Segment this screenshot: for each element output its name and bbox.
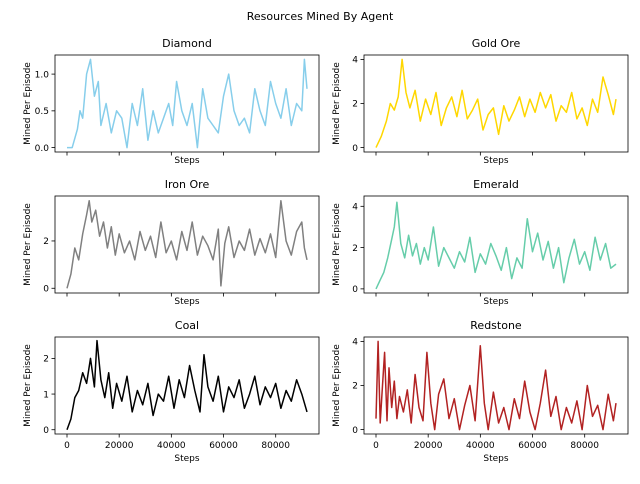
y-axis-label: Mined Per Episode	[332, 62, 342, 145]
x-axis-label: Steps	[174, 454, 199, 464]
y-tick-label: 0	[43, 284, 49, 294]
axes-frame	[54, 336, 320, 435]
x-tick-label: 60000	[209, 441, 238, 451]
subplot-coal: 0 20000 40000 60000 80000 0 1 2 Coal Steps Mined P…	[23, 319, 320, 464]
y-tick-label: 2	[352, 382, 358, 392]
y-tick-label: 1	[43, 390, 49, 400]
series-line	[375, 201, 617, 290]
x-axis-label: Steps	[483, 454, 508, 464]
series-line	[66, 199, 308, 289]
y-axis-label: Mined Per Episode	[23, 344, 33, 427]
subplot-title: Diamond	[162, 37, 212, 50]
axes-frame	[363, 195, 629, 294]
x-tick-label: 20000	[414, 441, 443, 451]
x-tick-label: 20000	[105, 441, 134, 451]
x-axis-label: Steps	[174, 297, 199, 307]
y-tick-label: 0	[352, 426, 358, 436]
y-tick-label: 0	[43, 426, 49, 436]
y-tick-label: 4	[352, 338, 358, 348]
x-tick-label: 60000	[518, 441, 547, 451]
y-axis-label: Mined Per Episode	[23, 62, 33, 145]
y-tick-label: 1.0	[35, 70, 50, 80]
subplot-title: Gold Ore	[472, 37, 521, 50]
x-tick-label: 0	[64, 441, 70, 451]
y-axis-label: Mined Per Episode	[23, 203, 33, 286]
x-axis-label: Steps	[174, 156, 199, 166]
y-tick-label: 2	[43, 237, 49, 247]
subplot-emerald: 0 2 4 Emerald Steps Mined Per Episode	[332, 178, 629, 307]
x-tick-label: 40000	[157, 441, 186, 451]
subplot-gold-ore: 0 2 4 Gold Ore Steps Mined Per Episode	[332, 37, 629, 166]
axes-frame	[363, 336, 629, 435]
x-tick-label: 80000	[570, 441, 599, 451]
subplot-title: Iron Ore	[165, 178, 210, 191]
x-tick-label: 80000	[261, 441, 290, 451]
y-tick-label: 2	[43, 355, 49, 365]
y-tick-label: 4	[352, 56, 358, 66]
y-tick-label: 4	[352, 203, 358, 213]
y-axis-label: Mined Per Episode	[332, 344, 342, 427]
axes-frame	[54, 54, 320, 153]
subplot-title: Redstone	[470, 319, 522, 332]
series-line	[66, 339, 308, 430]
y-tick-label: 0.5	[35, 107, 49, 117]
x-axis-label: Steps	[483, 156, 508, 166]
series-line	[375, 340, 617, 431]
subplot-redstone: 0 20000 40000 60000 80000 0 2 4 Redstone Steps Min…	[332, 319, 629, 464]
subplot-title: Emerald	[473, 178, 519, 191]
series-line	[375, 58, 617, 148]
y-tick-label: 0	[352, 144, 358, 154]
x-tick-label: 40000	[466, 441, 495, 451]
series-line	[67, 58, 308, 149]
figure-title: Resources Mined By Agent	[247, 10, 394, 23]
y-tick-label: 0.0	[35, 144, 50, 154]
y-tick-label: 2	[352, 100, 358, 110]
x-tick-label: 0	[373, 441, 379, 451]
y-tick-label: 2	[352, 244, 358, 254]
subplot-title: Coal	[175, 319, 199, 332]
subplot-iron-ore: 0 2 Iron Ore Steps Mined Per Episode	[23, 178, 320, 307]
y-axis-label: Mined Per Episode	[332, 203, 342, 286]
subplot-diamond: 0.0 0.5 1.0 Diamond Steps Mined Per Episode	[23, 37, 320, 166]
y-tick-label: 0	[352, 285, 358, 295]
x-axis-label: Steps	[483, 297, 508, 307]
axes-frame	[54, 195, 320, 294]
